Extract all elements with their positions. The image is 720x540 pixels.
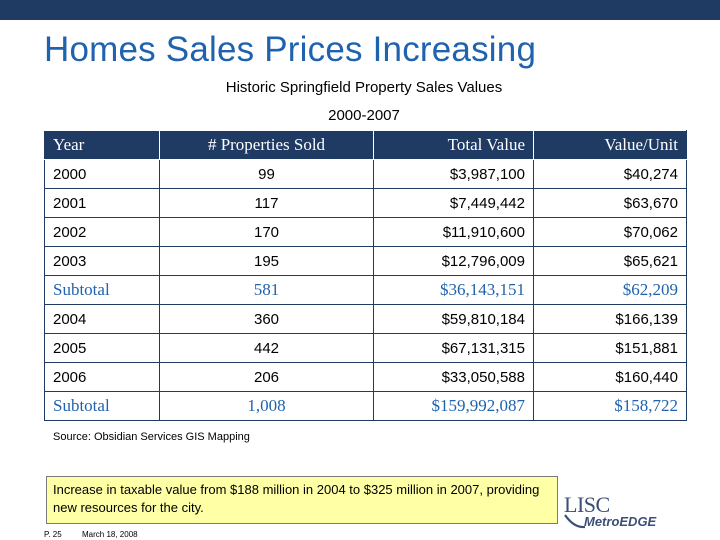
cell-value-per-unit: $65,621 [533,246,687,276]
subtotal-row: Subtotal 1,008 $159,992,087 $158,722 [44,391,687,421]
cell-year: 2000 [44,159,160,189]
table-row: 2005 442 $67,131,315 $151,881 [44,333,687,363]
cell-year: 2006 [44,362,160,392]
cell-properties-sold: 442 [159,333,374,363]
cell-year: Subtotal [44,391,160,421]
sales-table: Year # Properties Sold Total Value Value… [44,130,687,421]
logo-swoosh-icon [564,514,586,529]
cell-properties-sold: 360 [159,304,374,334]
cell-year: 2003 [44,246,160,276]
cell-total-value: $59,810,184 [373,304,534,334]
table-header-row: Year # Properties Sold Total Value Value… [44,130,687,160]
cell-value-per-unit: $151,881 [533,333,687,363]
highlight-note: Increase in taxable value from $188 mill… [46,476,558,524]
cell-value-per-unit: $70,062 [533,217,687,247]
cell-year: 2001 [44,188,160,218]
cell-total-value: $12,796,009 [373,246,534,276]
cell-properties-sold: 581 [159,275,374,305]
cell-properties-sold: 195 [159,246,374,276]
cell-value-per-unit: $62,209 [533,275,687,305]
slide-title: Homes Sales Prices Increasing [44,30,537,69]
top-banner [0,0,720,20]
cell-total-value: $159,992,087 [373,391,534,421]
table-row: 2001 117 $7,449,442 $63,670 [44,188,687,218]
header-total-value: Total Value [373,130,534,160]
table-row: 2000 99 $3,987,100 $40,274 [44,159,687,189]
cell-total-value: $33,050,588 [373,362,534,392]
footer-date: March 18, 2008 [82,530,138,539]
table-row: 2002 170 $11,910,600 $70,062 [44,217,687,247]
cell-properties-sold: 170 [159,217,374,247]
cell-total-value: $11,910,600 [373,217,534,247]
cell-properties-sold: 117 [159,188,374,218]
table-title: Historic Springfield Property Sales Valu… [225,79,503,96]
table-date-range: 2000-2007 [328,107,400,124]
cell-value-per-unit: $158,722 [533,391,687,421]
cell-value-per-unit: $63,670 [533,188,687,218]
header-value-per-unit: Value/Unit [533,130,687,160]
source-note: Source: Obsidian Services GIS Mapping [53,431,250,443]
cell-properties-sold: 1,008 [159,391,374,421]
cell-total-value: $67,131,315 [373,333,534,363]
header-year: Year [44,130,160,160]
page-number: P. 25 [44,530,62,539]
cell-total-value: $7,449,442 [373,188,534,218]
table-row: 2003 195 $12,796,009 $65,621 [44,246,687,276]
logo-lisc-text: LISC [564,492,610,517]
cell-value-per-unit: $166,139 [533,304,687,334]
cell-total-value: $3,987,100 [373,159,534,189]
table-body: 2000 99 $3,987,100 $40,274 2001 117 $7,449,442… [44,159,687,421]
cell-year: 2005 [44,333,160,363]
cell-year: Subtotal [44,275,160,305]
subtotal-row: Subtotal 581 $36,143,151 $62,209 [44,275,687,305]
cell-year: 2004 [44,304,160,334]
cell-year: 2002 [44,217,160,247]
cell-value-per-unit: $160,440 [533,362,687,392]
cell-value-per-unit: $40,274 [533,159,687,189]
header-properties-sold: # Properties Sold [159,130,374,160]
cell-total-value: $36,143,151 [373,275,534,305]
logo-metroedge-text: MetroEDGE [584,514,657,529]
cell-properties-sold: 99 [159,159,374,189]
table-row: 2004 360 $59,810,184 $166,139 [44,304,687,334]
cell-properties-sold: 206 [159,362,374,392]
lisc-metroedge-logo: LISC MetroEDGE [562,492,682,534]
table-row: 2006 206 $33,050,588 $160,440 [44,362,687,392]
